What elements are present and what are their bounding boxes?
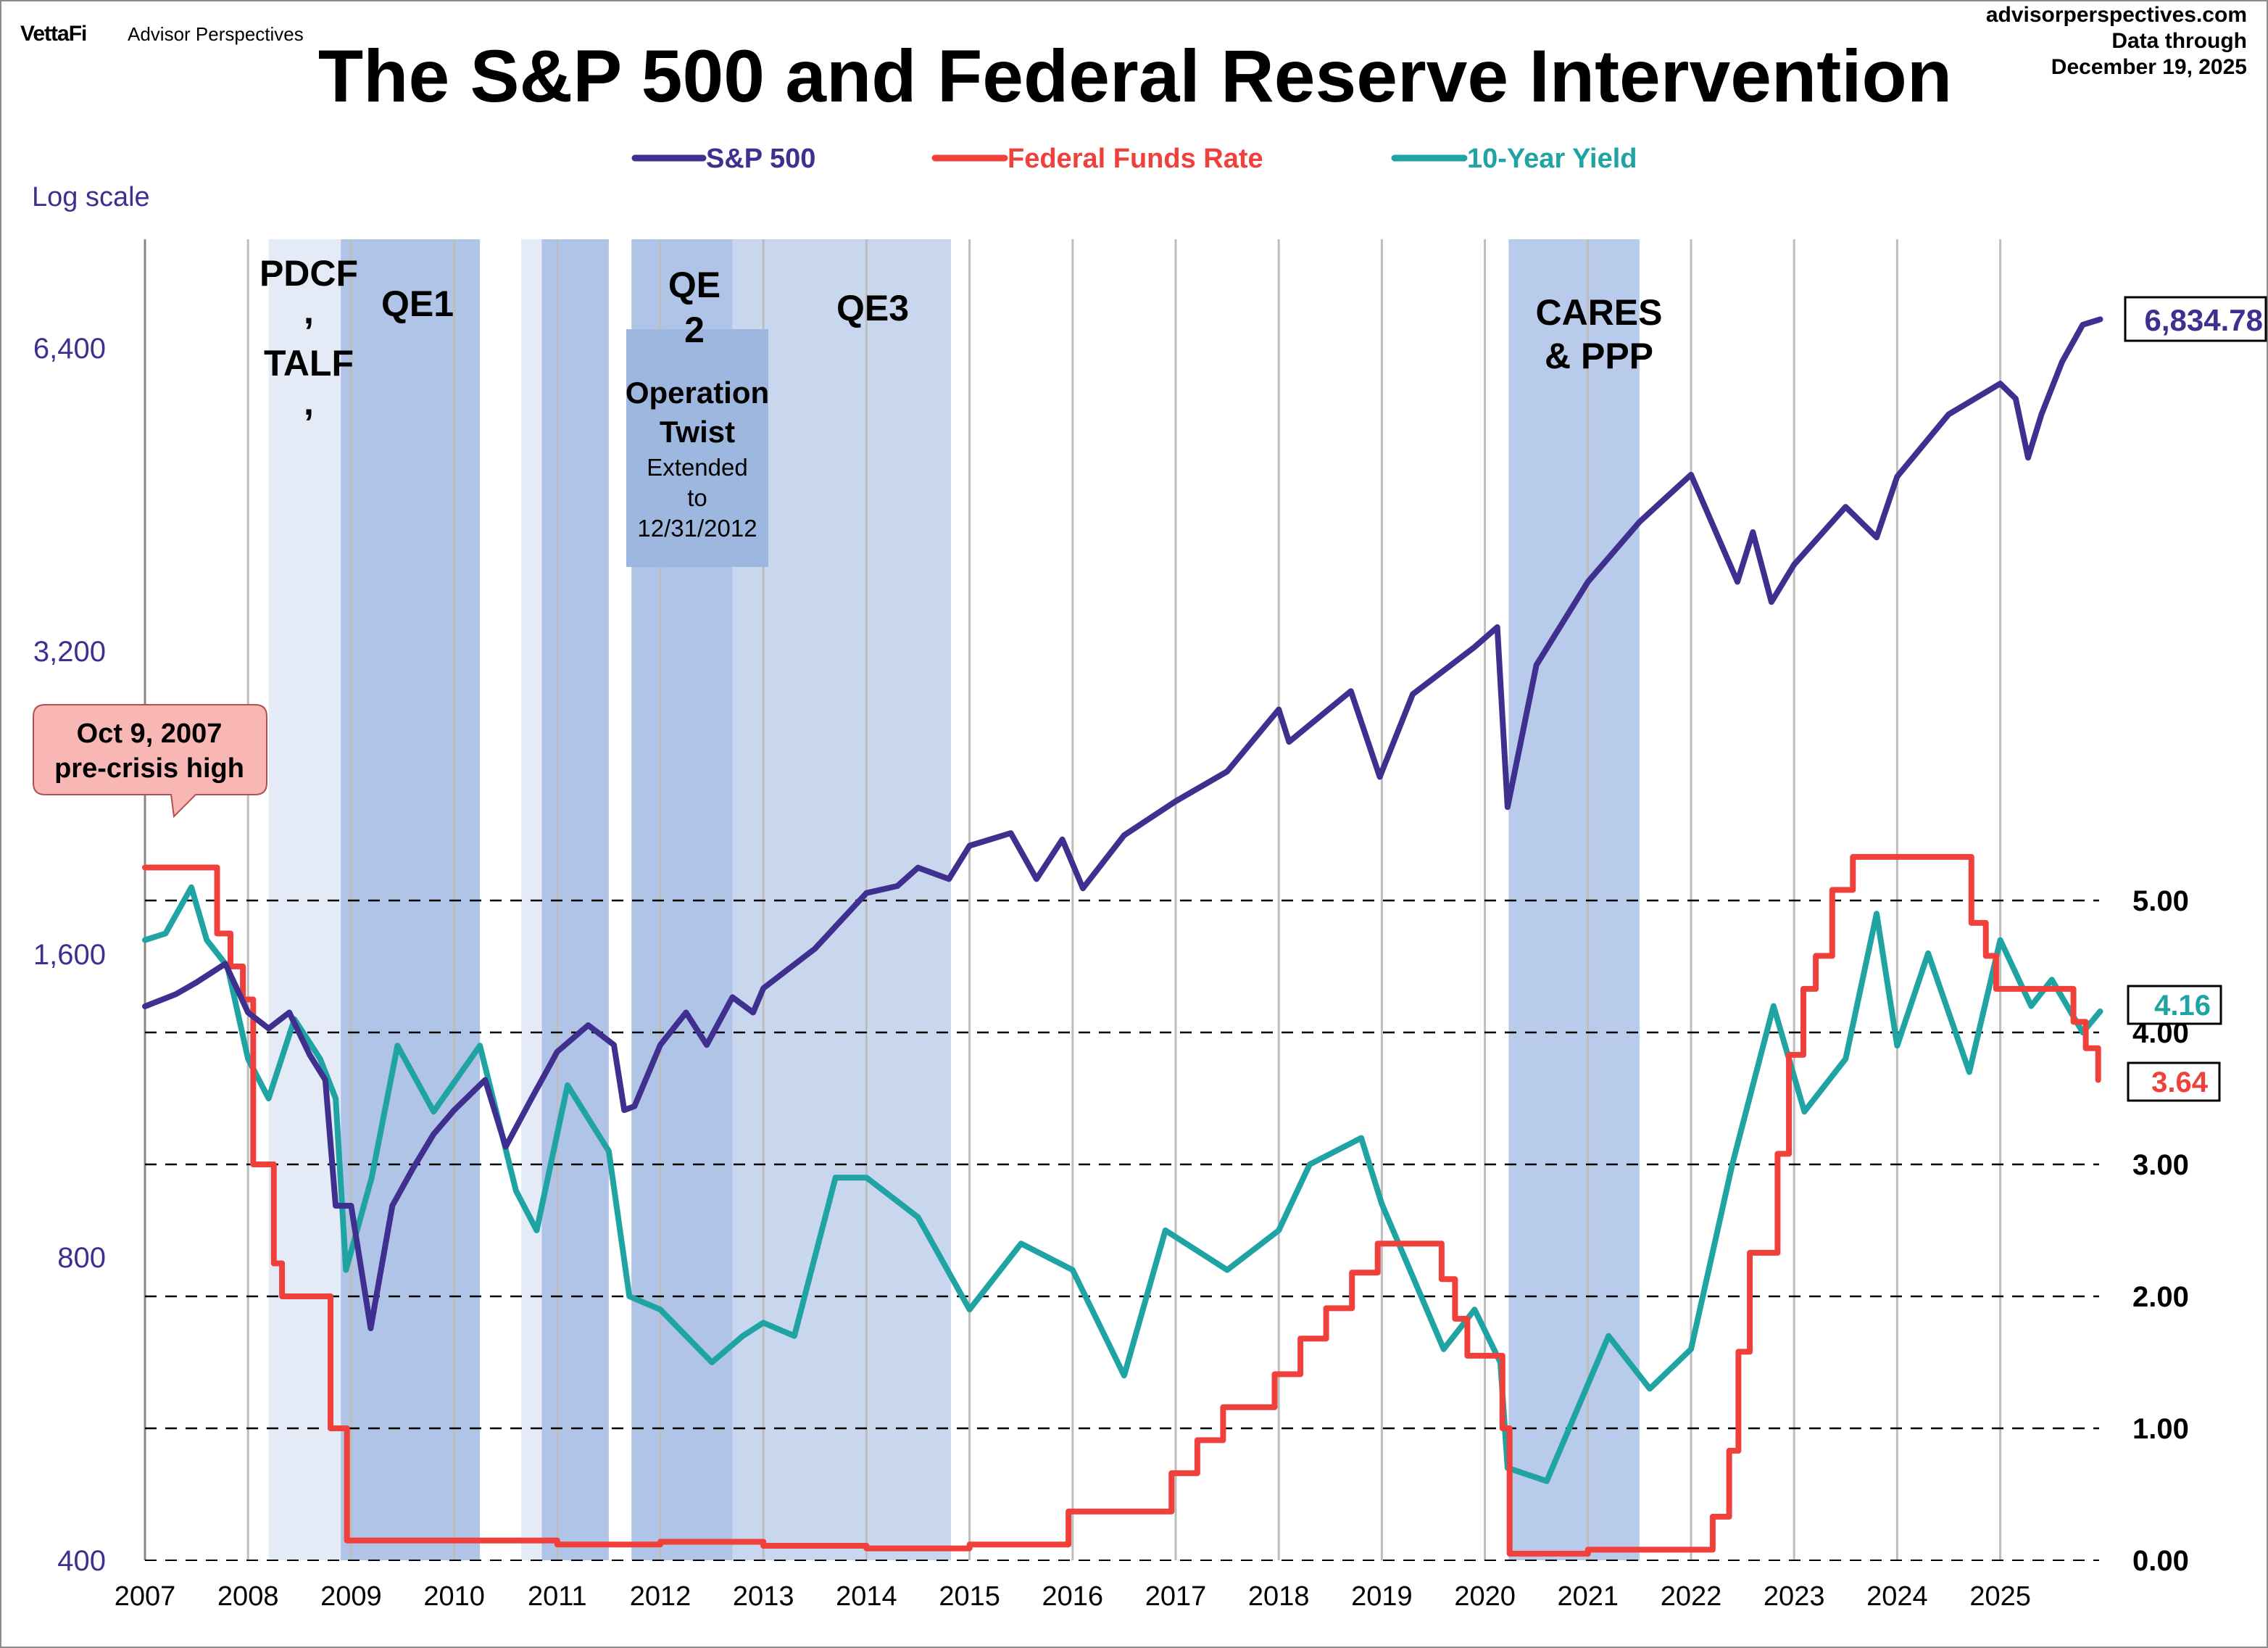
right-tick-label: 2.00 xyxy=(2132,1281,2189,1313)
left-axis-label: Log scale xyxy=(32,182,150,212)
right-tick-label: 1.00 xyxy=(2132,1413,2189,1445)
callout-bubble xyxy=(33,704,267,819)
series-lines xyxy=(142,316,2103,1557)
x-tick-label: 2017 xyxy=(1145,1581,1207,1612)
cares-label-line2: & PPP xyxy=(1545,336,1653,376)
pdcf-label: PDCF xyxy=(259,253,358,294)
legend: S&P 500 Federal Funds Rate 10-Year Yield xyxy=(631,144,1637,174)
left-tick-label: 400 xyxy=(57,1545,106,1577)
site-url: advisorperspectives.com xyxy=(1986,3,2247,27)
publisher-name: Advisor Perspectives xyxy=(128,23,304,45)
right-tick-label: 5.00 xyxy=(2132,885,2189,917)
right-tick-label: 0.00 xyxy=(2132,1545,2189,1577)
x-tick-label: 2011 xyxy=(528,1581,587,1612)
x-tick-label: 2010 xyxy=(423,1581,485,1612)
twist-sub-line1: Extended xyxy=(647,454,747,481)
x-tick-label: 2007 xyxy=(115,1581,176,1612)
x-tick-label: 2022 xyxy=(1661,1581,1722,1612)
legend-label-sp500: S&P 500 xyxy=(706,144,815,174)
qe2-label-line2: 2 xyxy=(684,310,705,350)
twist-sub-line2: to xyxy=(687,484,707,511)
horizontal-gridlines xyxy=(145,899,2099,1430)
right-axis-ticks: 0.001.002.003.004.005.00 xyxy=(2132,885,2189,1577)
x-tick-label: 2013 xyxy=(733,1581,794,1612)
twist-label-line2: Twist xyxy=(660,415,735,449)
callout-line1: Oct 9, 2007 xyxy=(77,719,223,749)
x-tick-label: 2018 xyxy=(1248,1581,1310,1612)
x-tick-label: 2024 xyxy=(1866,1581,1928,1612)
vettafi-logo: VettaFi xyxy=(20,22,86,46)
x-tick-label: 2020 xyxy=(1454,1581,1516,1612)
x-tick-label: 2019 xyxy=(1351,1581,1413,1612)
data-through-date: December 19, 2025 xyxy=(2051,55,2247,79)
ten-year-line xyxy=(142,884,2103,1484)
legend-label-fed-funds: Federal Funds Rate xyxy=(1008,144,1263,174)
x-tick-label: 2014 xyxy=(836,1581,897,1612)
left-tick-label: 3,200 xyxy=(33,636,106,668)
talf-label: TALF xyxy=(264,343,354,384)
talf-comma: , xyxy=(304,382,314,423)
cares-label-line1: CARES xyxy=(1535,292,1662,333)
x-tick-label: 2025 xyxy=(1969,1581,2031,1612)
left-tick-label: 1,600 xyxy=(33,939,106,971)
sp500-last-value: 6,834.78 xyxy=(2145,303,2264,337)
data-through-label: Data through xyxy=(2111,29,2247,53)
twist-label-line1: Operation xyxy=(626,376,769,410)
x-tick-label: 2008 xyxy=(217,1581,279,1612)
pre-crisis-high-callout: Oct 9, 2007 pre-crisis high xyxy=(33,704,267,819)
fed-funds-line xyxy=(142,853,2101,1557)
qe3-label: QE3 xyxy=(836,288,909,328)
x-axis-ticks: 2007 2008 2009 2010 2011 2012 2013 2014 2015 2016… xyxy=(115,1581,2031,1612)
x-tick-label: 2023 xyxy=(1764,1581,1825,1612)
left-axis-ticks: 400 800 1,600 3,200 6,400 xyxy=(33,333,106,1577)
x-tick-label: 2015 xyxy=(939,1581,1000,1612)
left-tick-label: 6,400 xyxy=(33,333,106,365)
left-tick-label: 800 xyxy=(57,1242,106,1274)
x-tick-label: 2012 xyxy=(630,1581,691,1612)
callout-line2: pre-crisis high xyxy=(54,753,244,784)
qe1-label: QE1 xyxy=(381,283,454,324)
sp500-line xyxy=(142,316,2103,1331)
right-tick-label: 3.00 xyxy=(2132,1149,2189,1181)
x-tick-label: 2016 xyxy=(1042,1581,1104,1612)
fed-funds-last-value: 3.64 xyxy=(2151,1067,2209,1098)
legend-label-ten-year: 10-Year Yield xyxy=(1467,144,1637,174)
chart-title: The S&P 500 and Federal Reserve Interven… xyxy=(318,35,1952,117)
x-tick-label: 2009 xyxy=(320,1581,382,1612)
operation-twist-box xyxy=(626,329,768,567)
ten-year-last-value-box xyxy=(2127,985,2222,1025)
qe2-label-line1: QE xyxy=(668,265,720,305)
x-tick-label: 2021 xyxy=(1558,1581,1619,1612)
band-labels: PDCF , TALF , QE1 QE 2 Operation Twist E… xyxy=(259,253,1663,542)
twist-sub-line3: 12/31/2012 xyxy=(637,515,757,542)
pdcf-comma: , xyxy=(304,291,314,331)
sp500-last-value-box xyxy=(2124,296,2267,342)
fed-funds-last-value-box xyxy=(2127,1061,2221,1102)
ten-year-last-value: 4.16 xyxy=(2154,990,2211,1022)
